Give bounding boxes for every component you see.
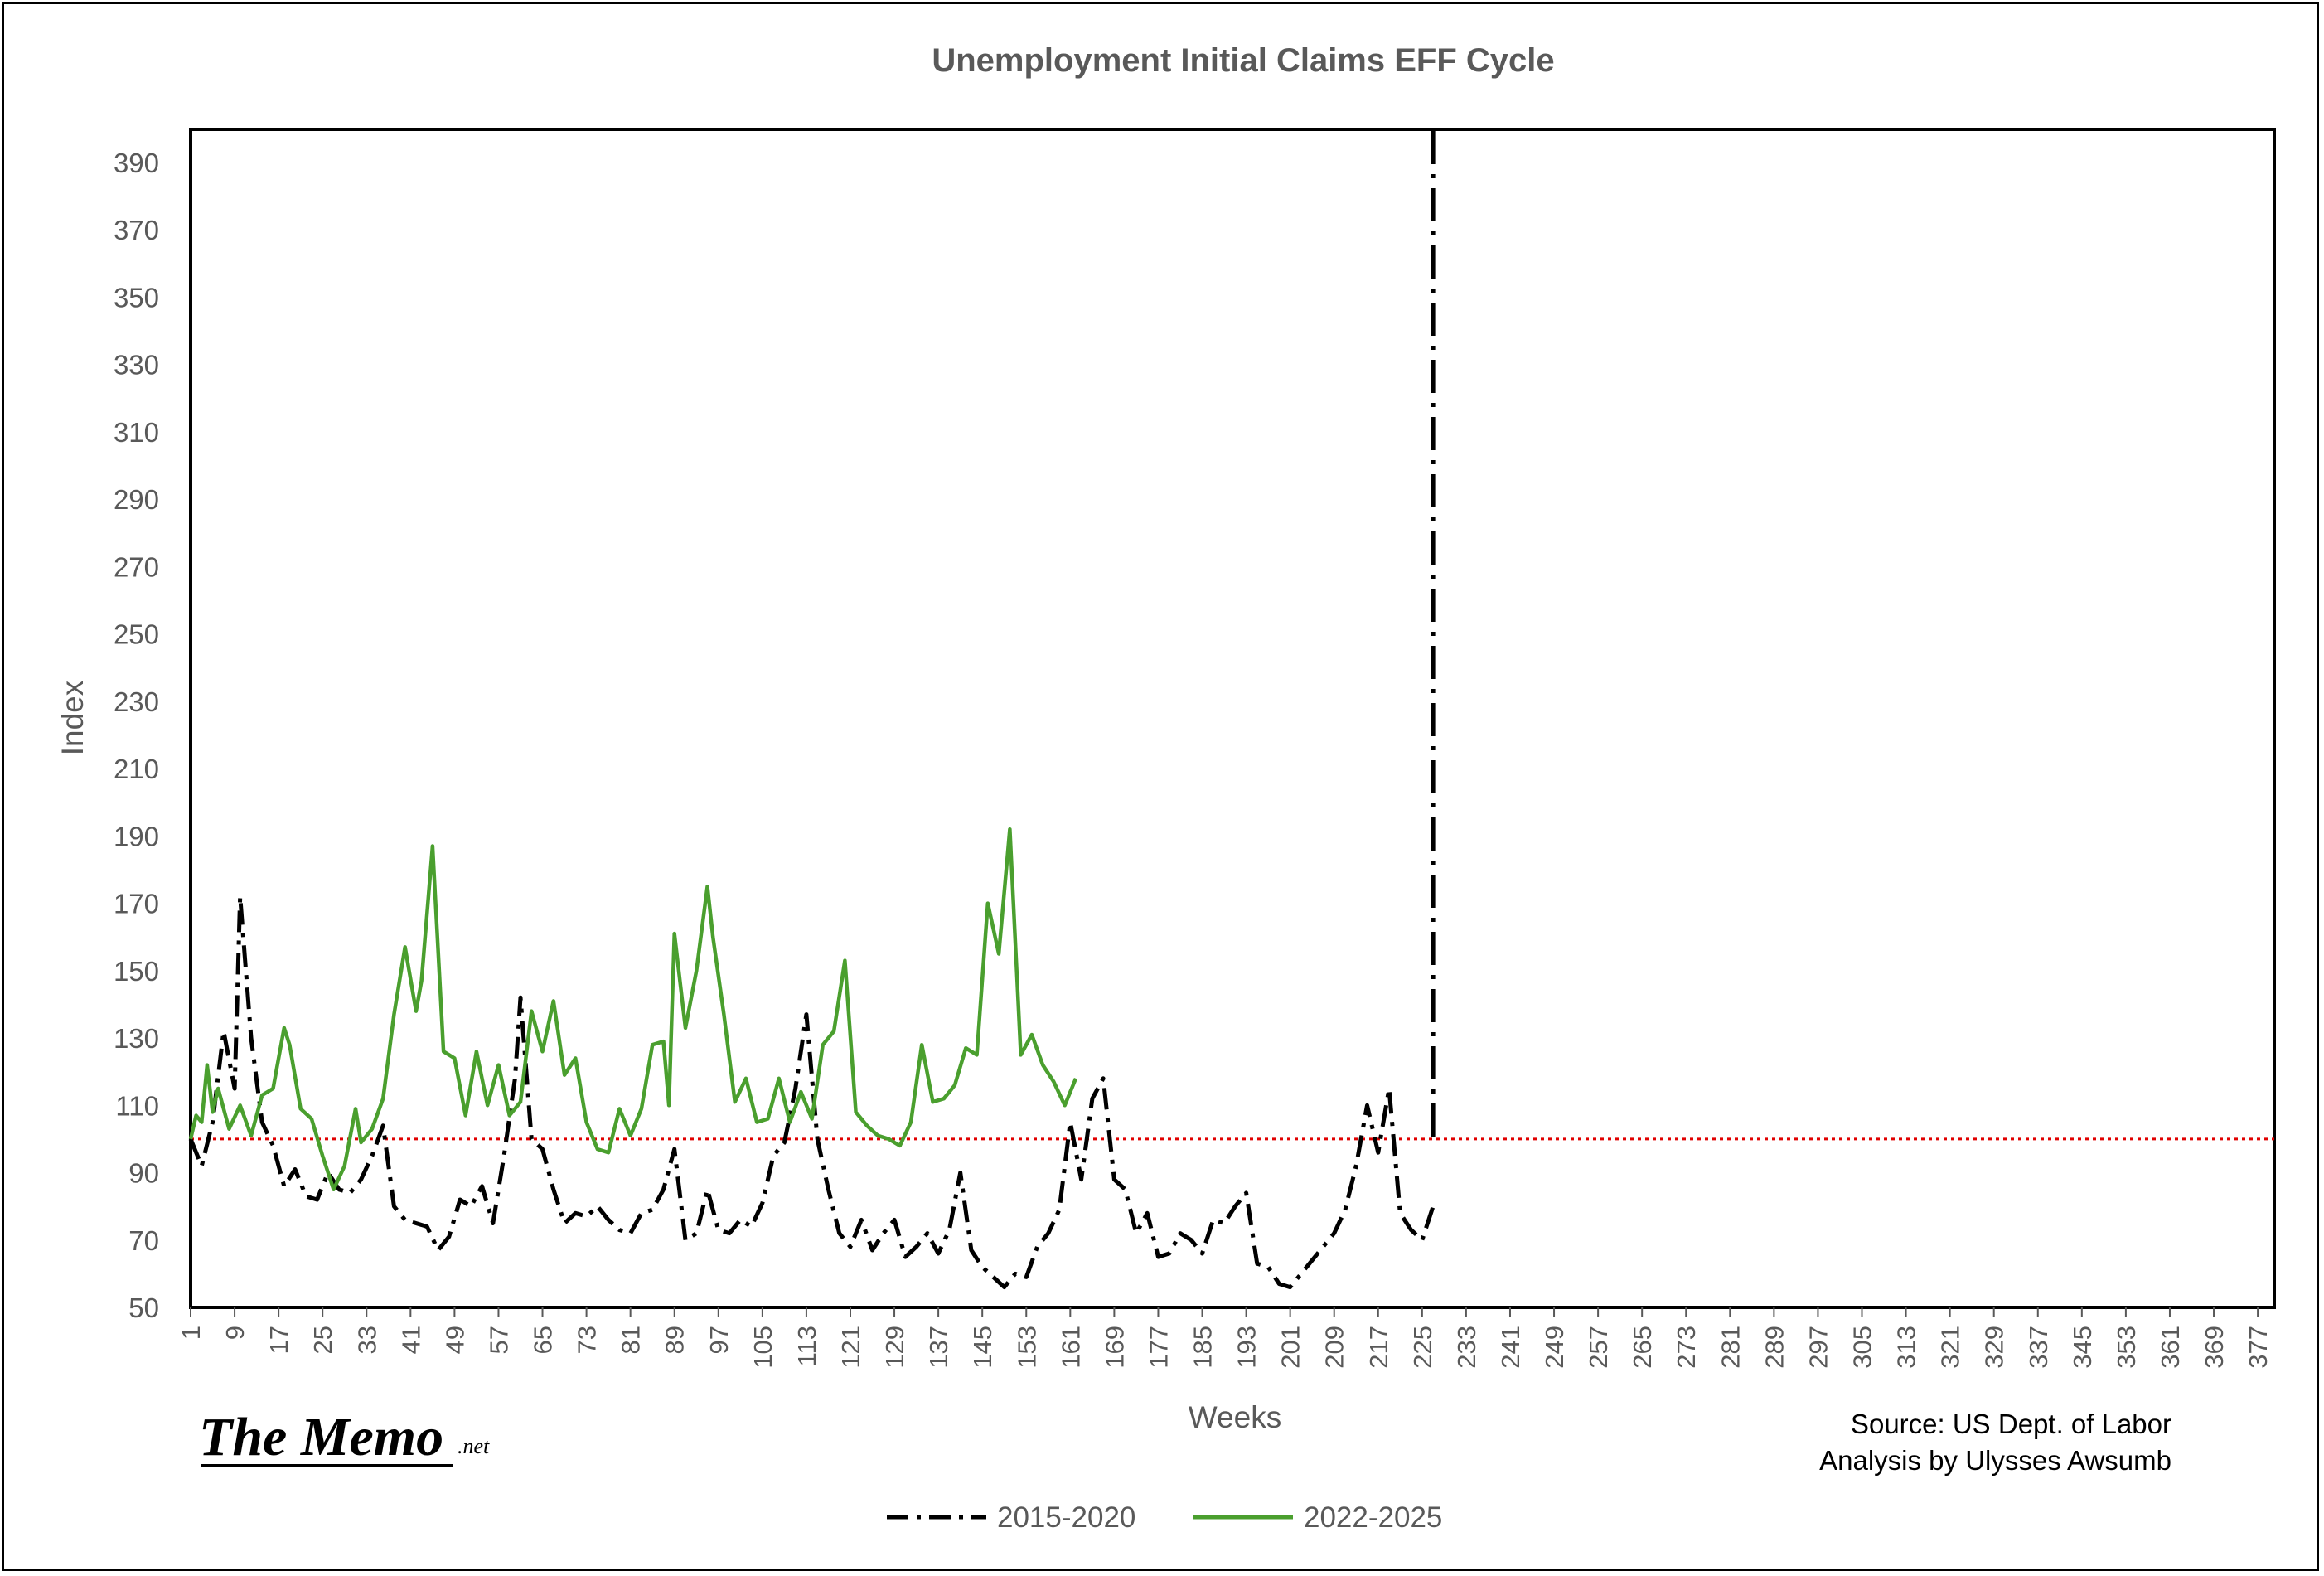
y-tick-label: 390 [114,148,159,178]
x-axis-ticks: 1 9 17 25 33 41 49 57 65 73 81 89 97 105 113 121 129 137 1… [177,1307,2273,1369]
x-tick-label: 313 [1892,1326,1921,1369]
x-tick-label: 41 [396,1326,425,1354]
x-tick-label: 337 [2024,1326,2053,1369]
x-tick-label: 129 [880,1326,909,1369]
x-tick-label: 169 [1100,1326,1129,1369]
series-line-2022-2025 [188,827,1078,1192]
x-tick-label: 81 [617,1326,646,1354]
y-tick-label: 370 [114,215,159,245]
x-tick-label: 321 [1936,1326,1965,1369]
legend-label: 2015-2020 [997,1501,1135,1534]
y-tick-label: 190 [114,821,159,851]
x-tick-label: 153 [1012,1326,1041,1369]
x-tick-label: 249 [1540,1326,1569,1369]
x-tick-label: 233 [1452,1326,1481,1369]
y-axis-label: Index [56,680,90,755]
logo-suffix: .net [458,1434,490,1458]
x-tick-label: 201 [1276,1326,1305,1369]
legend-label: 2022-2025 [1304,1501,1442,1534]
x-tick-label: 33 [352,1326,381,1354]
x-tick-label: 377 [2244,1326,2273,1369]
y-tick-label: 150 [114,956,159,987]
y-tick-label: 90 [128,1158,159,1189]
y-tick-label: 230 [114,686,159,717]
x-tick-label: 217 [1364,1326,1393,1369]
x-tick-label: 25 [308,1326,337,1354]
x-tick-label: 289 [1760,1326,1789,1369]
x-tick-label: 105 [748,1326,777,1369]
y-tick-label: 310 [114,417,159,448]
x-tick-label: 329 [1980,1326,2009,1369]
x-tick-label: 89 [661,1326,690,1354]
x-tick-label: 185 [1189,1326,1218,1369]
x-tick-label: 177 [1144,1326,1173,1369]
y-tick-label: 170 [114,889,159,919]
x-axis-label: Weeks [1189,1400,1281,1434]
x-tick-label: 97 [704,1326,734,1354]
y-tick-label: 50 [128,1292,159,1323]
x-tick-label: 145 [968,1326,997,1369]
x-tick-label: 57 [484,1326,513,1354]
y-tick-label: 210 [114,754,159,784]
y-tick-label: 330 [114,350,159,381]
x-tick-label: 353 [2112,1326,2141,1369]
x-tick-label: 281 [1716,1326,1745,1369]
x-tick-label: 241 [1496,1326,1525,1369]
series-group [188,827,1436,1290]
x-tick-label: 305 [1848,1326,1877,1369]
x-tick-label: 209 [1320,1326,1349,1369]
x-tick-label: 345 [2068,1326,2097,1369]
x-tick-label: 297 [1804,1326,1833,1369]
x-tick-label: 17 [264,1326,293,1354]
source-note: Source: US Dept. of Labor [1851,1409,2171,1439]
y-tick-label: 290 [114,484,159,515]
x-tick-label: 137 [924,1326,953,1369]
logo: The Memo .net [199,1407,490,1467]
x-tick-label: 65 [529,1326,558,1354]
x-tick-label: 257 [1584,1326,1613,1369]
y-tick-label: 110 [115,1090,159,1121]
x-tick-label: 369 [2200,1326,2229,1369]
x-tick-label: 49 [440,1326,469,1354]
y-tick-label: 130 [114,1023,159,1054]
analysis-note: Analysis by Ulysses Awsumb [1819,1445,2171,1476]
x-tick-label: 265 [1628,1326,1657,1369]
x-tick-label: 193 [1232,1326,1261,1369]
legend: 2015-2020 2022-2025 [887,1501,1442,1534]
x-tick-label: 121 [836,1326,865,1369]
x-tick-label: 361 [2156,1326,2185,1369]
x-tick-label: 1 [177,1326,206,1340]
y-tick-label: 250 [114,619,159,650]
chart-title: Unemployment Initial Claims EFF Cycle [932,42,1554,79]
y-axis-ticks: 50 70 90 110 130 150 170 190 210 230 250 270 290 310 3… [114,148,159,1323]
x-tick-label: 113 [792,1326,821,1366]
logo-main-text: The Memo [199,1407,443,1467]
plot-area [189,128,2276,1309]
x-tick-label: 273 [1672,1326,1701,1369]
x-tick-label: 73 [573,1326,602,1354]
y-tick-label: 70 [128,1225,159,1256]
y-tick-label: 270 [114,551,159,582]
x-tick-label: 161 [1056,1326,1085,1369]
x-tick-label: 9 [220,1326,249,1340]
series-line-2015-2020 [188,895,1436,1290]
x-tick-label: 225 [1408,1326,1437,1369]
y-tick-label: 350 [114,282,159,313]
